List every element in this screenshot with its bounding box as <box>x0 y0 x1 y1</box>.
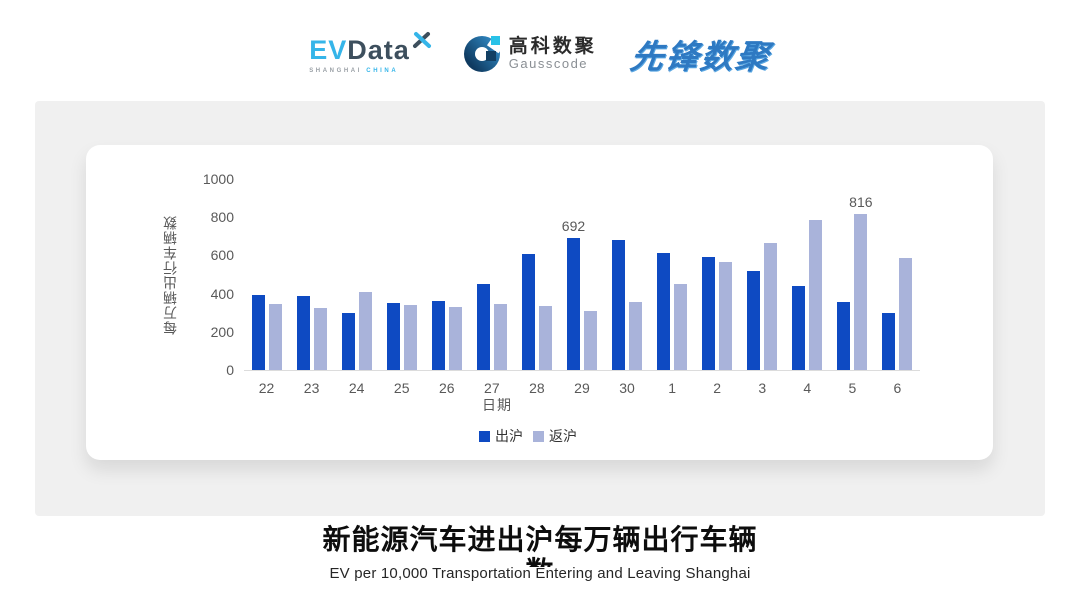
evdata-logo: EV Data SHANGHAI CHINA <box>309 31 431 74</box>
bar-出沪 <box>657 253 671 370</box>
gausscode-cn-text: 高科数聚 <box>508 36 597 58</box>
bar-group: 25 <box>379 179 424 396</box>
bar-返沪 <box>809 219 823 370</box>
gausscode-logo: 高科数聚 Gausscode <box>463 36 597 72</box>
x-tick-label: 5 <box>848 380 857 396</box>
bar-返沪 <box>583 310 597 370</box>
x-tick-label: 22 <box>258 380 275 396</box>
bar-返沪 <box>719 261 733 370</box>
bar-出沪 <box>702 257 716 370</box>
bar-返沪 <box>313 308 327 370</box>
bar-出沪 <box>612 240 626 370</box>
bar-返沪 <box>764 243 778 370</box>
bar-返沪 <box>358 292 372 370</box>
x-tick-label: 29 <box>574 380 590 396</box>
bar-出沪 <box>521 253 535 370</box>
bar-出沪 <box>792 285 806 370</box>
bar-出沪 <box>341 313 355 370</box>
bar-出沪 <box>837 301 851 370</box>
bar-返沪 <box>674 283 688 370</box>
logo-bar: EV Data SHANGHAI CHINA <box>0 22 1080 86</box>
bar-value-label: 816 <box>849 194 873 211</box>
bar-返沪 <box>448 306 462 370</box>
page-subtitle: EV per 10,000 Transportation Entering an… <box>329 565 751 582</box>
bar-group: 816 5 <box>830 179 875 396</box>
bar-group: 23 <box>289 179 334 396</box>
bar-出沪 <box>296 296 310 370</box>
bar-group: 26 <box>424 179 469 396</box>
chart-legend: 出沪 返沪 <box>428 426 628 446</box>
y-tick-label: 400 <box>210 285 234 302</box>
bar-出沪 <box>476 284 490 370</box>
bar-group: 1 <box>650 179 695 396</box>
bar-出沪 <box>747 271 761 370</box>
evdata-data-text: Data <box>347 34 410 65</box>
y-tick-label: 1000 <box>202 171 234 187</box>
evdata-sub-left: SHANGHAI <box>309 67 363 74</box>
x-tick-label: 1 <box>668 380 676 396</box>
y-tick-label: 0 <box>226 362 234 378</box>
x-tick-label: 2 <box>713 380 722 396</box>
bar-返沪 <box>403 304 417 370</box>
legend-label: 出沪 <box>495 428 523 444</box>
page-title: 新能源汽车进出沪每万辆出行车辆 <box>322 524 758 555</box>
bar-出沪 <box>882 312 896 370</box>
bar-group: 22 <box>244 179 289 396</box>
evdata-wordmark: EV Data <box>309 31 431 66</box>
x-tick-label: 28 <box>529 380 545 396</box>
x-axis-line <box>244 370 920 371</box>
bar-group: 692 29 <box>559 179 604 396</box>
legend-swatch-icon <box>479 430 490 442</box>
x-tick-label: 27 <box>484 380 500 396</box>
bar-返沪 <box>538 305 552 370</box>
caption-block: 新能源汽车进出沪每万辆出行车辆 数 EV per 10,000 Transpor… <box>0 524 1080 582</box>
bar-返沪: 816 <box>849 194 873 370</box>
legend-item-返沪: 返沪 <box>533 426 577 446</box>
x-tick-label: 26 <box>438 380 455 396</box>
page-title-wrapped: 数 <box>0 556 1080 567</box>
bar-group: 30 <box>605 179 650 396</box>
x-axis-title: 日期 <box>482 397 512 413</box>
bar-返沪 <box>493 304 507 370</box>
bar-返沪 <box>268 304 282 370</box>
evdata-sub-right: CHINA <box>366 67 399 74</box>
bar-group: 3 <box>740 179 785 396</box>
x-tick-label: 25 <box>393 380 410 396</box>
evdata-subtext: SHANGHAI CHINA <box>309 68 398 74</box>
x-tick-label: 6 <box>893 380 902 396</box>
y-tick-label: 200 <box>210 323 234 340</box>
bar-value-label: 692 <box>561 217 586 234</box>
bar-返沪 <box>629 302 643 370</box>
bar-plot: 22 23 24 25 26 27 28 692 29 30 1 2 3 4 816 5 6 <box>244 179 920 396</box>
x-tick-label: 23 <box>303 380 320 396</box>
evdata-x-icon <box>412 31 432 54</box>
gausscode-en-text: Gausscode <box>508 56 589 72</box>
gausscode-mark-icon <box>463 36 503 72</box>
bar-出沪 <box>251 295 265 370</box>
chart-card: 每万辆出行车辆数 0 200 400 600 800 1000 22 23 24 25 26 27 2… <box>86 145 993 460</box>
legend-label: 返沪 <box>549 428 577 444</box>
x-tick-label: 30 <box>619 380 635 396</box>
x-tick-label: 24 <box>348 380 365 396</box>
bar-出沪 <box>431 301 445 370</box>
bar-出沪 <box>386 303 400 370</box>
bar-group: 28 <box>514 179 559 396</box>
pioneer-logo: 先锋数聚 <box>627 38 774 75</box>
bar-group: 24 <box>334 179 379 396</box>
bar-group: 6 <box>875 179 920 396</box>
bar-group: 27 <box>469 179 514 396</box>
legend-item-出沪: 出沪 <box>479 426 523 446</box>
bar-group: 2 <box>695 179 740 396</box>
gausscode-text: 高科数聚 Gausscode <box>509 37 597 71</box>
bar-返沪 <box>899 258 913 370</box>
bar-group: 4 <box>785 179 830 396</box>
x-tick-label: 4 <box>803 380 812 396</box>
x-tick-label: 3 <box>758 380 767 396</box>
y-tick-label: 600 <box>210 247 234 264</box>
evdata-ev-text: EV <box>309 34 348 65</box>
bar-出沪: 692 <box>562 218 585 370</box>
legend-swatch-icon <box>533 430 544 442</box>
y-tick-label: 800 <box>210 209 234 226</box>
